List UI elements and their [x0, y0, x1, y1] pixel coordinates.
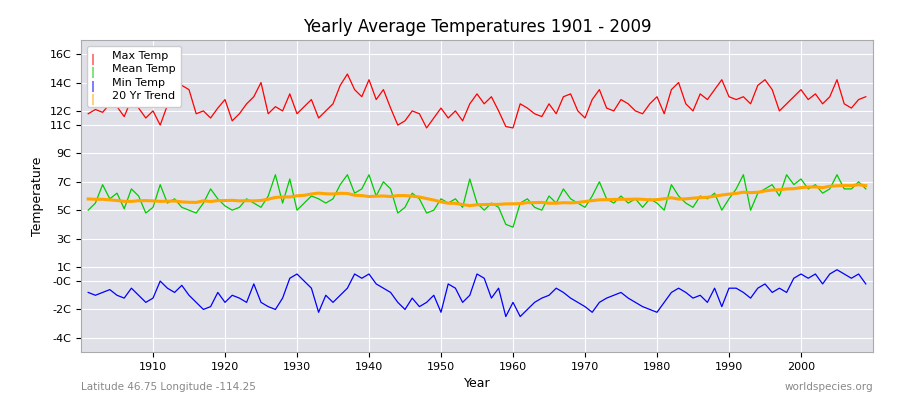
Legend: Max Temp, Mean Temp, Min Temp, 20 Yr Trend: Max Temp, Mean Temp, Min Temp, 20 Yr Tre…	[86, 46, 181, 107]
X-axis label: Year: Year	[464, 377, 490, 390]
Text: Latitude 46.75 Longitude -114.25: Latitude 46.75 Longitude -114.25	[81, 382, 256, 392]
Y-axis label: Temperature: Temperature	[31, 156, 44, 236]
Title: Yearly Average Temperatures 1901 - 2009: Yearly Average Temperatures 1901 - 2009	[302, 18, 652, 36]
Text: worldspecies.org: worldspecies.org	[785, 382, 873, 392]
